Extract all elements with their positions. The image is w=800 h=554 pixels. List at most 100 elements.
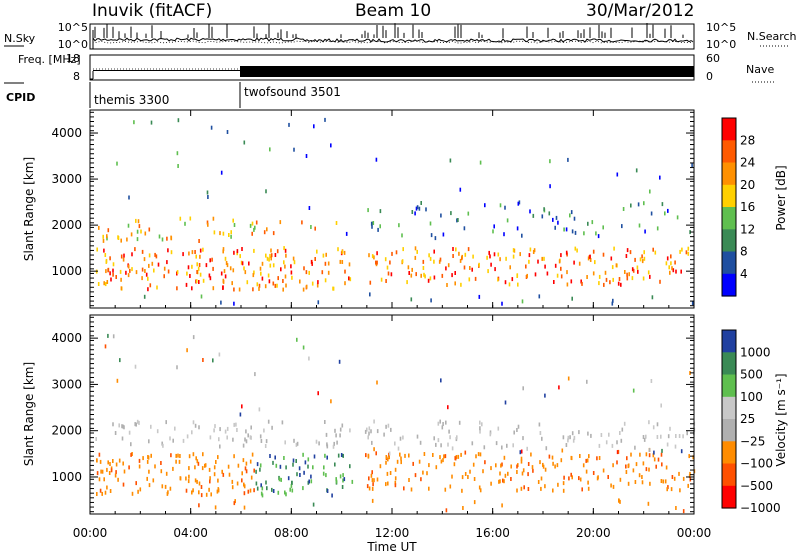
- data-cell: [461, 489, 463, 493]
- data-cell: [624, 270, 626, 274]
- data-cell: [299, 473, 301, 477]
- data-cell: [428, 463, 430, 467]
- data-cell: [581, 282, 583, 286]
- data-cell: [153, 269, 155, 273]
- data-cell: [390, 428, 392, 432]
- data-cell: [385, 461, 387, 465]
- data-cell: [438, 422, 440, 426]
- data-cell: [668, 265, 670, 269]
- data-cell: [324, 454, 326, 458]
- data-cell: [688, 454, 690, 458]
- data-cell: [138, 421, 140, 425]
- data-cell: [228, 465, 230, 469]
- data-cell: [460, 188, 462, 192]
- data-cell: [120, 270, 122, 274]
- data-cell: [318, 300, 320, 304]
- data-cell: [571, 297, 573, 301]
- data-cell: [115, 275, 117, 279]
- data-cell: [262, 277, 264, 281]
- nsky-right-tick-top: 10^5: [706, 21, 736, 34]
- data-cell: [649, 453, 651, 457]
- data-cell: [643, 250, 645, 254]
- data-cell: [306, 270, 308, 274]
- data-cell: [372, 254, 374, 258]
- data-cell: [288, 476, 290, 480]
- x-tick-label: 12:00: [375, 526, 410, 540]
- data-cell: [177, 164, 179, 168]
- data-cell: [499, 472, 501, 476]
- data-cell: [521, 487, 523, 491]
- data-cell: [200, 273, 202, 277]
- data-cell: [542, 214, 544, 218]
- data-cell: [328, 262, 330, 266]
- data-cell: [644, 257, 646, 261]
- data-cell: [430, 257, 432, 261]
- data-cell: [433, 260, 435, 264]
- data-cell: [246, 439, 248, 443]
- data-cell: [105, 253, 107, 257]
- data-cell: [117, 478, 119, 482]
- data-cell: [416, 250, 418, 254]
- data-cell: [395, 483, 397, 487]
- data-cell: [464, 226, 466, 230]
- data-cell: [474, 477, 476, 481]
- data-cell: [375, 451, 377, 455]
- data-cell: [126, 238, 128, 242]
- data-cell: [596, 456, 598, 460]
- velocity-colorbar: 100050010025−25−100−500−1000: [722, 330, 781, 515]
- data-cell: [617, 173, 619, 177]
- data-cell: [266, 486, 268, 490]
- colorbar-swatch: [722, 274, 736, 297]
- data-cell: [311, 479, 313, 483]
- data-cell: [247, 433, 249, 437]
- data-cell: [207, 223, 209, 227]
- data-cell: [401, 233, 403, 237]
- data-cell: [379, 224, 381, 228]
- data-cell: [302, 486, 304, 490]
- data-cell: [248, 490, 250, 494]
- data-cell: [579, 454, 581, 458]
- data-cell: [195, 424, 197, 428]
- colorbar-tick-label: 16: [740, 200, 755, 214]
- data-cell: [674, 477, 676, 481]
- colorbar-tick-label: 20: [740, 178, 755, 192]
- data-cell: [525, 265, 527, 269]
- colorbar-swatch: [722, 330, 736, 353]
- data-cell: [651, 379, 653, 383]
- data-cell: [310, 225, 312, 229]
- data-cell: [521, 450, 523, 454]
- data-cell: [649, 448, 651, 452]
- data-cell: [555, 264, 557, 268]
- data-cell: [402, 436, 404, 440]
- data-cell: [296, 472, 298, 476]
- data-cell: [149, 228, 151, 232]
- data-cell: [535, 272, 537, 276]
- data-cell: [107, 334, 109, 338]
- data-cell: [365, 453, 367, 457]
- data-cell: [504, 456, 506, 460]
- nsky-label: N.Sky: [4, 32, 36, 45]
- data-cell: [387, 482, 389, 486]
- data-cell: [654, 457, 656, 461]
- data-cell: [196, 279, 198, 283]
- data-cell: [324, 118, 326, 122]
- data-cell: [268, 420, 270, 424]
- data-cell: [210, 492, 212, 496]
- data-cell: [198, 239, 200, 243]
- data-cell: [643, 201, 645, 205]
- data-cell: [419, 460, 421, 464]
- data-cell: [339, 360, 341, 364]
- data-cell: [193, 452, 195, 456]
- data-cell: [469, 470, 471, 474]
- data-cell: [638, 202, 640, 206]
- data-cell: [541, 257, 543, 261]
- data-cell: [521, 234, 523, 238]
- data-cell: [244, 491, 246, 495]
- data-cell: [128, 273, 130, 277]
- data-cell: [639, 453, 641, 457]
- data-cell: [233, 423, 235, 427]
- y-tick-label: 2000: [51, 424, 82, 438]
- colorbar-tick-label: 25: [740, 412, 755, 426]
- data-cell: [299, 466, 301, 470]
- data-cell: [369, 426, 371, 430]
